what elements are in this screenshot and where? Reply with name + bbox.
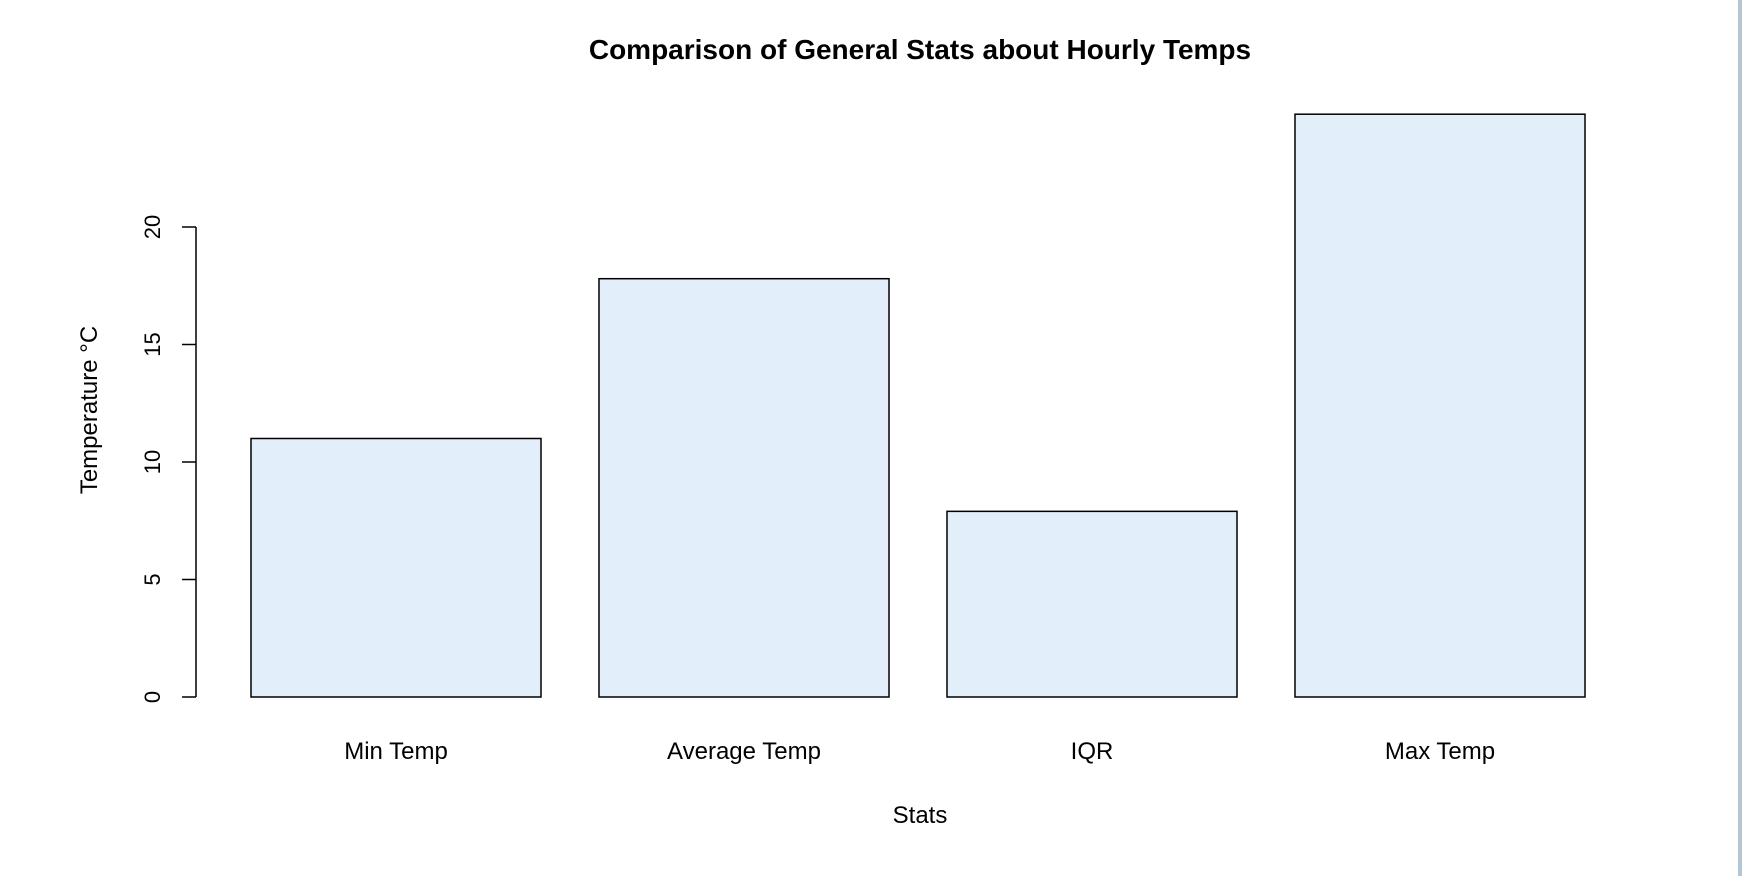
- y-tick-label: 0: [140, 691, 165, 703]
- y-tick-label: 20: [140, 215, 165, 239]
- y-tick-label: 15: [140, 332, 165, 356]
- x-category-label: Average Temp: [667, 738, 821, 765]
- y-tick-label: 10: [140, 450, 165, 474]
- x-category-label: Min Temp: [344, 738, 448, 765]
- x-category-label: Max Temp: [1385, 738, 1495, 765]
- x-axis-title: Stats: [893, 802, 948, 829]
- y-axis-title: Temperature °C: [76, 326, 103, 494]
- x-category-label: IQR: [1071, 738, 1114, 765]
- x-category-labels: Min Temp Average Temp IQR Max Temp: [344, 738, 1495, 765]
- bars: [250, 113, 1586, 698]
- bar-min-temp: [250, 437, 542, 698]
- window-edge: [1738, 0, 1742, 876]
- y-axis: 0 5 10 15 20: [140, 215, 197, 703]
- bar-iqr: [946, 510, 1238, 698]
- bar-max-temp: [1294, 113, 1586, 698]
- bar-average-temp: [598, 277, 890, 698]
- y-tick-label: 5: [140, 573, 165, 585]
- chart-title: Comparison of General Stats about Hourly…: [589, 34, 1251, 65]
